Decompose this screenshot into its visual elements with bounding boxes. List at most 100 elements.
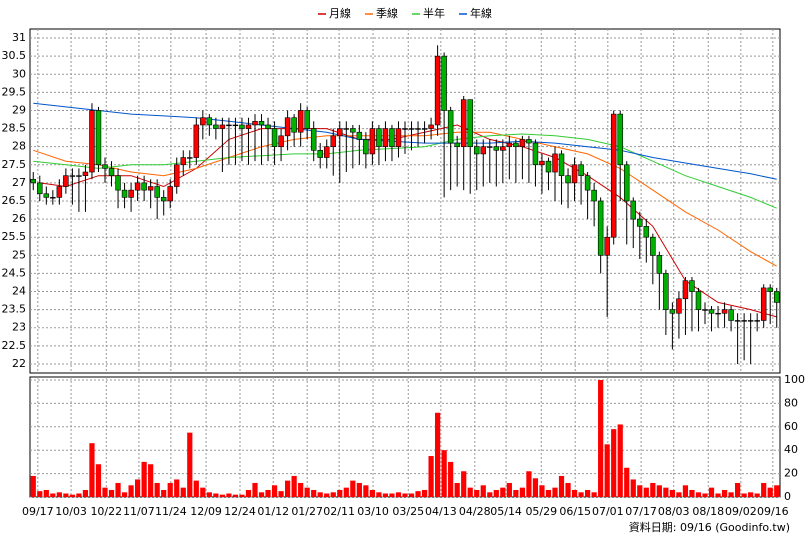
candle-body xyxy=(493,146,500,151)
volume-bar xyxy=(291,475,297,497)
volume-bar xyxy=(519,487,525,497)
y-tick-label: 22.5 xyxy=(2,339,27,352)
volume-bar xyxy=(180,487,186,497)
volume-bar xyxy=(193,480,199,497)
volume-bar xyxy=(643,487,649,497)
volume-bar xyxy=(324,493,330,497)
volume-bar xyxy=(630,479,636,497)
volume-bar xyxy=(154,482,160,497)
candle-body xyxy=(643,226,650,238)
candle-body xyxy=(552,153,558,173)
candle-body xyxy=(350,128,356,133)
volume-bar xyxy=(663,487,669,497)
y-tick-label: 24 xyxy=(12,285,26,298)
volume-bar xyxy=(532,478,539,497)
volume-bar xyxy=(128,485,134,497)
volume-bar xyxy=(454,482,460,497)
candle-body xyxy=(578,164,584,176)
volume-bar xyxy=(748,492,754,497)
volume-bar xyxy=(552,487,558,497)
volume-bar xyxy=(721,489,728,497)
x-tick-label: 07/01 xyxy=(592,505,624,518)
volume-bar xyxy=(545,489,552,497)
volume-bar xyxy=(487,492,493,497)
x-tick-label: 11/07 xyxy=(123,505,155,518)
volume-bar xyxy=(774,485,780,497)
candle-body xyxy=(663,273,669,310)
candle-body xyxy=(128,189,134,198)
candle-body xyxy=(284,117,291,137)
ma-line xyxy=(33,131,777,267)
volume-bar xyxy=(232,494,239,497)
volume-bar xyxy=(369,489,375,497)
candle-body xyxy=(676,298,682,314)
candle-body xyxy=(206,117,213,126)
volume-bar xyxy=(311,489,317,497)
candle-body xyxy=(623,164,630,202)
candle-body xyxy=(291,117,297,133)
volume-bar xyxy=(715,493,721,497)
volume-bar xyxy=(239,494,245,497)
candle-body xyxy=(513,142,519,147)
volume-bar xyxy=(37,491,43,497)
candle-body xyxy=(708,309,715,314)
y-tick-label: 28.5 xyxy=(2,122,27,135)
volume-bar xyxy=(676,492,682,497)
candle-body xyxy=(473,146,480,155)
x-tick-label: 11/24 xyxy=(155,505,187,518)
volume-bar xyxy=(56,492,62,497)
volume-bar xyxy=(754,493,760,497)
candle-body xyxy=(571,164,578,184)
candle-body xyxy=(630,200,637,220)
candle-body xyxy=(343,128,350,130)
volume-bar xyxy=(174,479,180,497)
volume-bar xyxy=(226,493,232,497)
x-tick-label: 10/22 xyxy=(90,505,122,518)
volume-bar xyxy=(121,492,128,497)
x-tick-label: 10/03 xyxy=(55,505,87,518)
x-tick-label: 12/24 xyxy=(224,505,256,518)
volume-bar xyxy=(571,489,578,497)
y-tick-label: 80 xyxy=(784,396,798,409)
candle-body xyxy=(467,99,473,147)
volume-bar xyxy=(82,489,89,497)
candle-body xyxy=(480,146,487,155)
candle-body xyxy=(441,55,447,111)
x-tick-label: 01/27 xyxy=(291,505,323,518)
legend-label: 月線 xyxy=(329,6,351,20)
volume-bar xyxy=(611,429,617,497)
x-tick-label: 02/11 xyxy=(323,505,355,518)
candle-body xyxy=(545,160,552,173)
volume-bar xyxy=(363,485,369,497)
candle-body xyxy=(271,128,278,147)
volume-bar xyxy=(604,444,610,497)
volume-bar xyxy=(43,489,49,497)
y-tick-label: 28 xyxy=(12,140,26,153)
volume-bar xyxy=(493,489,499,497)
candle-body xyxy=(597,200,604,256)
candle-body xyxy=(278,135,284,147)
y-tick-label: 30 xyxy=(12,67,26,80)
x-tick-label: 03/25 xyxy=(392,505,424,518)
volume-bar xyxy=(428,456,434,497)
candle-body xyxy=(167,186,173,202)
y-tick-label: 25 xyxy=(12,248,26,261)
volume-bar xyxy=(330,492,336,497)
y-tick-label: 30.5 xyxy=(2,49,27,62)
y-tick-label: 23 xyxy=(12,321,26,334)
volume-bar xyxy=(624,467,630,497)
volume-bar xyxy=(441,450,447,497)
candle-body xyxy=(506,142,513,147)
candle-body xyxy=(454,142,460,147)
candle-body xyxy=(715,312,721,315)
candle-body xyxy=(610,113,617,238)
y-tick-label: 31 xyxy=(12,31,26,44)
candle-body xyxy=(539,160,545,166)
y-tick-label: 40 xyxy=(784,443,798,456)
candle-body xyxy=(487,146,493,148)
y-tick-label: 60 xyxy=(784,420,798,433)
volume-bar xyxy=(728,492,734,497)
volume-bar xyxy=(526,471,532,497)
volume-bar xyxy=(598,380,604,497)
candle-body xyxy=(656,255,663,274)
